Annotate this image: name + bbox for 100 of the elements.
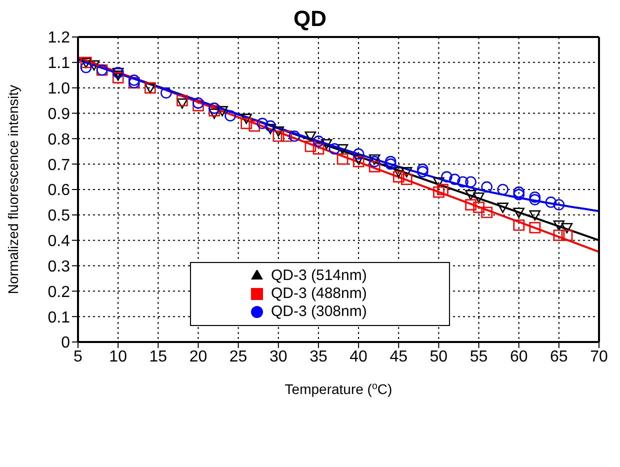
point (400, 167, 412, 178)
point (457, 176, 468, 188)
point (312, 136, 324, 147)
point (176, 94, 188, 106)
point (441, 171, 452, 182)
point (553, 220, 565, 231)
point (368, 160, 380, 172)
point (264, 120, 276, 132)
point (384, 158, 396, 170)
point (256, 118, 268, 130)
point (465, 190, 476, 200)
y-tick-label: 1.0 (48, 80, 70, 98)
point (208, 105, 220, 116)
legend-label: QD-3 (488nm) (271, 285, 367, 302)
y-tick-label: 1.1 (48, 55, 70, 72)
point (497, 202, 508, 213)
point (328, 143, 340, 154)
point (336, 144, 348, 154)
point (80, 62, 92, 74)
point (208, 108, 220, 119)
point (248, 120, 260, 132)
point (561, 222, 573, 234)
point (88, 60, 100, 71)
point (312, 143, 324, 154)
point (240, 114, 252, 124)
point (529, 210, 541, 221)
point (481, 206, 492, 218)
point (417, 166, 428, 178)
point (481, 181, 492, 193)
x-tick-label: 60 (510, 348, 528, 366)
y-tick-label: 0.3 (48, 258, 70, 276)
point (216, 106, 228, 116)
x-tick-label: 15 (149, 348, 168, 366)
point (513, 219, 524, 231)
point (392, 167, 404, 178)
point (192, 100, 204, 112)
point (280, 130, 292, 142)
point (545, 196, 557, 208)
point (513, 188, 524, 200)
point (553, 199, 565, 210)
point (513, 186, 524, 198)
y-tick-label: 0.7 (48, 156, 70, 174)
point (176, 98, 188, 109)
point (128, 74, 140, 86)
point (384, 156, 396, 168)
point (400, 174, 412, 185)
x-tick-label: 40 (350, 348, 368, 366)
point (304, 140, 316, 152)
point (433, 186, 444, 198)
point (240, 118, 252, 130)
legend-label: QD-3 (308nm) (271, 303, 367, 320)
y-axis-title: Normalized fluorescence intensity (5, 84, 21, 294)
point (433, 177, 444, 188)
x-tick-label: 35 (310, 348, 328, 366)
point (224, 110, 236, 122)
y-tick-label: 1.2 (48, 30, 70, 47)
point (529, 194, 541, 206)
point (417, 164, 428, 175)
point (553, 230, 565, 241)
point (473, 202, 484, 213)
point (288, 130, 300, 142)
x-tick-label: 10 (109, 348, 128, 366)
y-tick-label: 0.4 (48, 233, 70, 250)
point (208, 102, 220, 114)
x-tick-label: 5 (74, 348, 83, 366)
point (465, 176, 476, 188)
point (304, 131, 316, 142)
x-tick-label: 20 (189, 348, 208, 366)
point (529, 191, 541, 203)
point (112, 70, 124, 81)
x-axis-title: Temperature ($^{o}$C) (284, 380, 392, 397)
y-tick-label: 0.6 (48, 182, 70, 200)
x-tick-label: 55 (470, 348, 488, 366)
point (320, 139, 332, 150)
legend-label: QD-3 (514nm) (271, 267, 367, 284)
point (473, 192, 484, 203)
point (160, 87, 172, 99)
point (272, 130, 284, 142)
point (561, 230, 573, 241)
point (352, 148, 364, 160)
y-tick-label: 0.8 (48, 131, 70, 148)
point (264, 124, 276, 134)
point (392, 171, 404, 182)
x-tick-label: 25 (229, 348, 248, 366)
y-tick-label: 0.1 (48, 309, 70, 326)
point (497, 184, 508, 196)
x-tick-label: 65 (550, 348, 568, 366)
chart-title: QD (292, 6, 328, 31)
point (449, 174, 460, 185)
point (192, 97, 204, 109)
point (352, 154, 364, 165)
line-series (78, 58, 599, 212)
point (437, 184, 448, 196)
y-tick-label: 0.9 (48, 106, 70, 123)
point (368, 154, 380, 165)
y-tick-label: 0.2 (48, 284, 70, 301)
x-tick-label: 45 (390, 348, 408, 366)
x-tick-label: 30 (269, 348, 288, 366)
point (465, 199, 476, 210)
y-tick-label: 0.5 (48, 208, 70, 225)
